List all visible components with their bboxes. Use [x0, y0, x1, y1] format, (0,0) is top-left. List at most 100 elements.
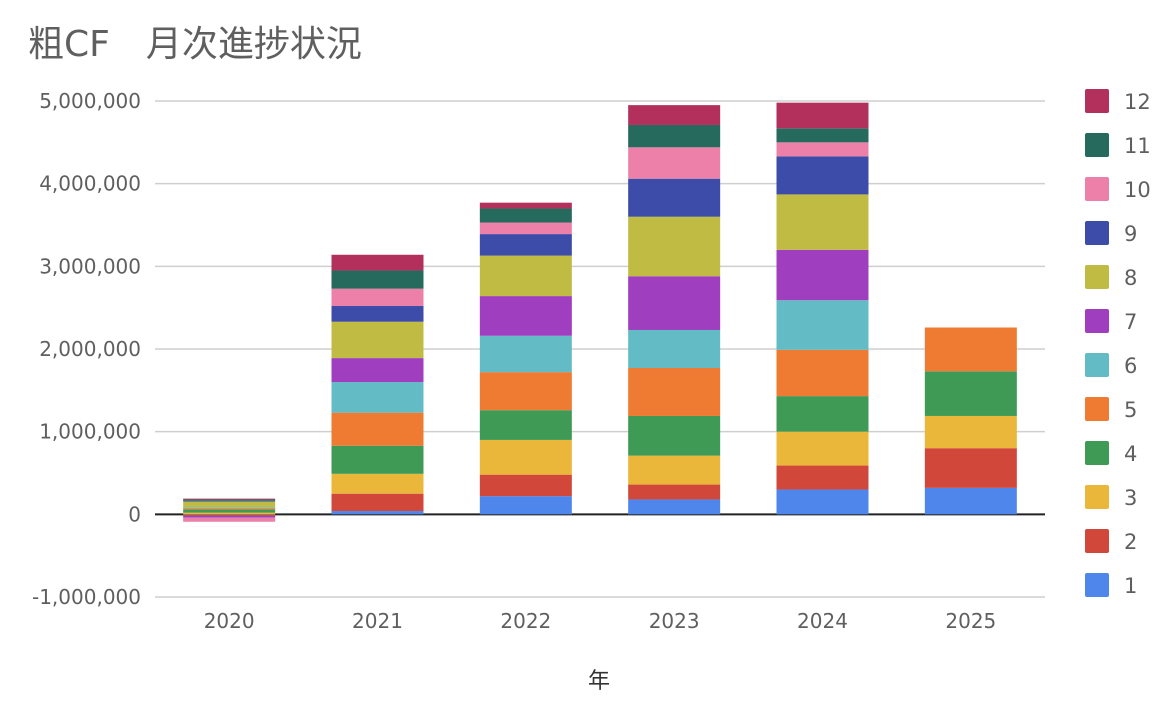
- bar-segment-2020-month-9: [183, 500, 276, 502]
- x-tick-label: 2021: [352, 609, 403, 633]
- bar-segment-2021-month-8: [331, 321, 424, 359]
- bar-segment-2024-month-8: [776, 194, 869, 250]
- bar-segment-2021-month-11: [331, 270, 424, 289]
- bar-segment-2024-month-9: [776, 156, 869, 195]
- bar-segment-2020-month-12: [183, 498, 276, 500]
- bar-segment-2022-month-3: [479, 439, 572, 475]
- bar-segment-2021-month-5: [331, 412, 424, 446]
- y-tick-label: 1,000,000: [39, 420, 141, 444]
- bar-segment-2023-month-2: [628, 484, 721, 500]
- legend-swatch-11: [1085, 133, 1109, 157]
- x-axis-label: 年: [588, 669, 610, 694]
- bar-segment-2024-month-1: [776, 489, 869, 515]
- bar-segment-2020-month-1: [183, 514, 276, 515]
- chart-title: 粗CF 月次進捗状況: [28, 24, 362, 65]
- legend-label-1: 1: [1124, 574, 1137, 598]
- legend-swatch-9: [1085, 221, 1109, 245]
- y-tick-label: 4,000,000: [39, 172, 141, 196]
- legend-label-10: 10: [1124, 178, 1151, 202]
- bar-segment-2021-month-7: [331, 358, 424, 383]
- y-tick-label: 5,000,000: [39, 89, 141, 113]
- legend-label-7: 7: [1124, 310, 1137, 334]
- bar-segment-2021-month-4: [331, 445, 424, 474]
- bar-segment-2022-month-6: [479, 335, 572, 373]
- legend-label-2: 2: [1124, 530, 1137, 554]
- legend-label-11: 11: [1124, 134, 1151, 158]
- legend-swatch-7: [1085, 309, 1109, 333]
- legend-label-12: 12: [1124, 90, 1151, 114]
- legend-label-4: 4: [1124, 442, 1137, 466]
- bar-segment-2022-month-5: [479, 372, 572, 411]
- bar-segment-2023-month-4: [628, 415, 721, 456]
- bar-segment-2021-month-1: [331, 511, 424, 515]
- bar-segment-2022-month-10: [479, 222, 572, 235]
- legend-swatch-1: [1085, 573, 1109, 597]
- legend-label-8: 8: [1124, 266, 1137, 290]
- axes: -1,000,000 0 1,000,000 2,000,000 3,000,000 4,…: [32, 89, 996, 633]
- bar-segment-2025-month-2: [924, 448, 1017, 488]
- bar-segment-2020-month-5: [183, 508, 276, 510]
- bar-segment-2020-month-11: [183, 499, 276, 501]
- legend: 12 11 10 9 8 7 6 5 4 3 2 1: [1085, 89, 1151, 598]
- y-tick-label: 0: [128, 502, 141, 526]
- bar-segment-2020-month-10: [183, 517, 276, 522]
- bar-segment-2025-month-5: [924, 327, 1017, 372]
- bar-segment-2023-month-9: [628, 178, 721, 217]
- bar-segment-2022-month-2: [479, 474, 572, 497]
- legend-label-3: 3: [1124, 486, 1137, 510]
- legend-swatch-6: [1085, 353, 1109, 377]
- y-tick-label: 3,000,000: [39, 254, 141, 278]
- bar-segment-2025-month-3: [924, 415, 1017, 449]
- bar-segment-2020-month-6: [183, 507, 276, 509]
- bar-segment-2020-month-3: [183, 512, 276, 515]
- bar-segment-2020-month-4: [183, 509, 276, 513]
- bar-segment-2025-month-4: [924, 371, 1017, 416]
- legend-swatch-2: [1085, 529, 1109, 553]
- grid-lines: [155, 100, 1045, 598]
- bar-segment-2023-month-3: [628, 455, 721, 485]
- legend-swatch-12: [1085, 89, 1109, 113]
- bar-segment-2021-month-2: [331, 493, 424, 512]
- x-tick-label: 2023: [649, 609, 700, 633]
- bar-segment-2022-month-12: [479, 202, 572, 209]
- bar-segment-2025-month-1: [924, 487, 1017, 515]
- legend-label-6: 6: [1124, 354, 1137, 378]
- bar-segment-2024-month-12: [776, 102, 869, 129]
- bar-segment-2020-month-7: [183, 515, 276, 518]
- bar-segment-2024-month-2: [776, 465, 869, 490]
- bar-segment-2023-month-1: [628, 499, 721, 515]
- legend-label-5: 5: [1124, 398, 1137, 422]
- bar-segment-2024-month-4: [776, 396, 869, 432]
- bar-segment-2023-month-12: [628, 105, 721, 125]
- bar-segment-2024-month-3: [776, 431, 869, 466]
- bar-segment-2023-month-11: [628, 124, 721, 148]
- bar-segment-2021-month-9: [331, 306, 424, 322]
- bar-segment-2021-month-10: [331, 288, 424, 307]
- bar-segment-2021-month-12: [331, 254, 424, 271]
- legend-swatch-8: [1085, 265, 1109, 289]
- bar-segment-2022-month-8: [479, 255, 572, 297]
- y-tick-label: 2,000,000: [39, 337, 141, 361]
- bar-segment-2024-month-5: [776, 349, 869, 397]
- y-tick-label: -1,000,000: [32, 585, 141, 609]
- bar-segment-2024-month-11: [776, 128, 869, 143]
- bars: [183, 102, 1017, 522]
- x-tick-label: 2024: [797, 609, 848, 633]
- bar-segment-2021-month-6: [331, 382, 424, 413]
- bar-segment-2024-month-7: [776, 249, 869, 301]
- legend-swatch-5: [1085, 397, 1109, 421]
- bar-segment-2024-month-6: [776, 300, 869, 350]
- bar-segment-2023-month-10: [628, 147, 721, 179]
- bar-segment-2022-month-7: [479, 296, 572, 336]
- bar-segment-2020-month-8: [183, 501, 276, 508]
- legend-swatch-3: [1085, 485, 1109, 509]
- x-tick-label: 2025: [945, 609, 996, 633]
- bar-segment-2023-month-8: [628, 216, 721, 277]
- bar-segment-2024-month-10: [776, 142, 869, 157]
- legend-swatch-4: [1085, 441, 1109, 465]
- x-tick-label: 2022: [500, 609, 551, 633]
- bar-segment-2021-month-3: [331, 473, 424, 494]
- bar-segment-2022-month-1: [479, 496, 572, 515]
